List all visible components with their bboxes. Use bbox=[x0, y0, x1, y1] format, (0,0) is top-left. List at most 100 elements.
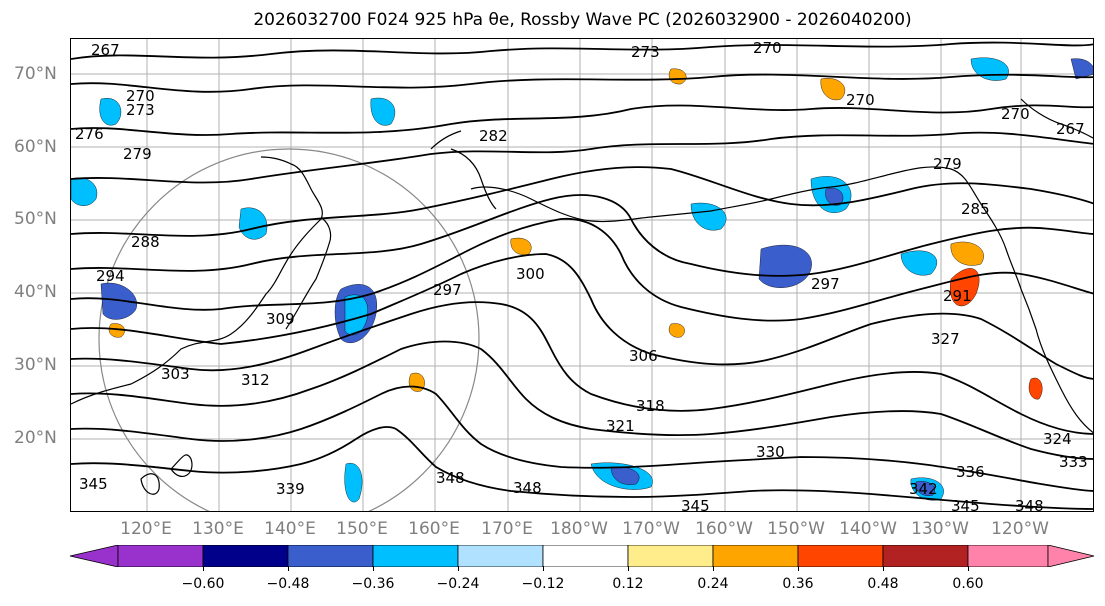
colorbar-tick-label: 0.48 bbox=[867, 576, 899, 592]
map-title: 2026032700 F024 925 hPa θe, Rossby Wave … bbox=[253, 10, 912, 30]
colorbar-tick-label: −0.24 bbox=[436, 576, 480, 592]
contour-label: 336 bbox=[956, 463, 985, 481]
contour-label: 348 bbox=[1015, 497, 1044, 512]
contour-label: 330 bbox=[756, 443, 785, 461]
lon-label-120e: 120°E bbox=[120, 519, 172, 539]
contour-labels: 267 270 273 270 270 270 267 276 279 273 … bbox=[75, 39, 1088, 512]
colorbar-segment bbox=[542, 545, 629, 567]
colorbar-tick bbox=[288, 566, 289, 571]
contour-label: 348 bbox=[513, 479, 542, 497]
contour-label: 270 bbox=[753, 39, 782, 57]
colorbar-tick-label: 0.60 bbox=[952, 576, 984, 592]
contour-label: 273 bbox=[126, 101, 155, 119]
map-panel[interactable]: 267 270 273 270 270 270 267 276 279 273 … bbox=[70, 38, 1094, 512]
contour-label: 282 bbox=[479, 127, 508, 145]
colorbar-segment bbox=[1047, 545, 1095, 567]
contour-label: 297 bbox=[433, 281, 462, 299]
reference-circle bbox=[98, 148, 480, 511]
lon-label-180w: 180°W bbox=[550, 519, 608, 539]
colorbar-segment bbox=[882, 545, 969, 567]
contour-label: 267 bbox=[1056, 120, 1085, 138]
lon-label-150e: 150°E bbox=[336, 519, 388, 539]
colorbar-segment bbox=[287, 545, 374, 567]
contour-label: 321 bbox=[606, 417, 635, 435]
contour-label: 333 bbox=[1059, 453, 1088, 471]
contour-label: 270 bbox=[846, 91, 875, 109]
contour-label: 339 bbox=[276, 480, 305, 498]
contour-label: 285 bbox=[961, 200, 990, 218]
contour-label: 303 bbox=[161, 365, 190, 383]
contour-label: 267 bbox=[91, 41, 120, 59]
contour-label: 348 bbox=[436, 469, 465, 487]
contour-label: 345 bbox=[79, 475, 108, 493]
contour-label: 327 bbox=[931, 330, 960, 348]
contour-label: 276 bbox=[75, 125, 104, 143]
contour-label: 279 bbox=[123, 145, 152, 163]
contour-label: 288 bbox=[131, 233, 160, 251]
contour-label: 294 bbox=[96, 267, 125, 285]
contour-label: 309 bbox=[266, 310, 295, 328]
contour-label: 312 bbox=[241, 371, 270, 389]
lat-label-60: 60°N bbox=[14, 137, 57, 157]
lon-label-150w: 150°W bbox=[767, 519, 825, 539]
contour-label: 279 bbox=[933, 155, 962, 173]
colorbar-segment bbox=[69, 545, 119, 567]
lat-label-70: 70°N bbox=[14, 64, 57, 84]
lon-label-140e: 140°E bbox=[264, 519, 316, 539]
lat-label-30: 30°N bbox=[14, 355, 57, 375]
colorbar-tick bbox=[883, 566, 884, 571]
colorbar-segment bbox=[117, 545, 204, 567]
colorbar-tick-label: −0.12 bbox=[521, 576, 565, 592]
contour-label: 270 bbox=[126, 87, 155, 105]
colorbar-tick-label: 0.12 bbox=[612, 576, 644, 592]
colorbar-tick-label: −0.60 bbox=[181, 576, 225, 592]
colorbar-tick bbox=[458, 566, 459, 571]
colorbar-segment bbox=[372, 545, 459, 567]
colorbar-segment bbox=[627, 545, 714, 567]
lon-label-160w: 160°W bbox=[695, 519, 753, 539]
anomaly-shading bbox=[71, 57, 1093, 503]
lon-label-170w: 170°W bbox=[622, 519, 680, 539]
colorbar-tick bbox=[968, 566, 969, 571]
map-canvas: 267 270 273 270 270 270 267 276 279 273 … bbox=[71, 39, 1093, 512]
colorbar-tick bbox=[543, 566, 544, 571]
lon-label-140w: 140°W bbox=[839, 519, 897, 539]
contour-label: 270 bbox=[1001, 105, 1030, 123]
colorbar-tick bbox=[713, 566, 714, 571]
contour-label: 273 bbox=[631, 43, 660, 61]
colorbar-segment bbox=[797, 545, 884, 567]
colorbar-segment bbox=[967, 545, 1049, 567]
contour-label: 324 bbox=[1043, 430, 1072, 448]
colorbar-tick bbox=[798, 566, 799, 571]
colorbar-tick-label: 0.36 bbox=[782, 576, 814, 592]
contour-label: 291 bbox=[943, 287, 972, 305]
lon-label-160e: 160°E bbox=[408, 519, 460, 539]
coastlines bbox=[71, 98, 1093, 495]
lon-label-170e: 170°E bbox=[481, 519, 533, 539]
lat-label-40: 40°N bbox=[14, 282, 57, 302]
colorbar-tick bbox=[203, 566, 204, 571]
colorbar-tick-label: −0.48 bbox=[266, 576, 310, 592]
contour-label: 300 bbox=[516, 265, 545, 283]
colorbar-tick-label: 0.24 bbox=[697, 576, 729, 592]
colorbar-tick-label: −0.36 bbox=[351, 576, 395, 592]
colorbar-segment bbox=[712, 545, 799, 567]
contour-label: 297 bbox=[811, 275, 840, 293]
contour-label: 306 bbox=[629, 347, 658, 365]
contour-label: 342 bbox=[909, 480, 938, 498]
theta-e-contours bbox=[71, 41, 1093, 510]
lon-label-130e: 130°E bbox=[192, 519, 244, 539]
colorbar-tick bbox=[373, 566, 374, 571]
lon-label-130w: 130°W bbox=[911, 519, 969, 539]
colorbar bbox=[69, 545, 1095, 567]
contour-label: 318 bbox=[636, 397, 665, 415]
lon-label-120w: 120°W bbox=[991, 519, 1049, 539]
graticule bbox=[71, 39, 1093, 511]
lat-label-50: 50°N bbox=[14, 209, 57, 229]
colorbar-segment bbox=[202, 545, 289, 567]
contour-label: 345 bbox=[681, 497, 710, 512]
lat-label-20: 20°N bbox=[14, 428, 57, 448]
colorbar-tick bbox=[628, 566, 629, 571]
colorbar-segment bbox=[457, 545, 544, 567]
contour-label: 345 bbox=[951, 497, 980, 512]
